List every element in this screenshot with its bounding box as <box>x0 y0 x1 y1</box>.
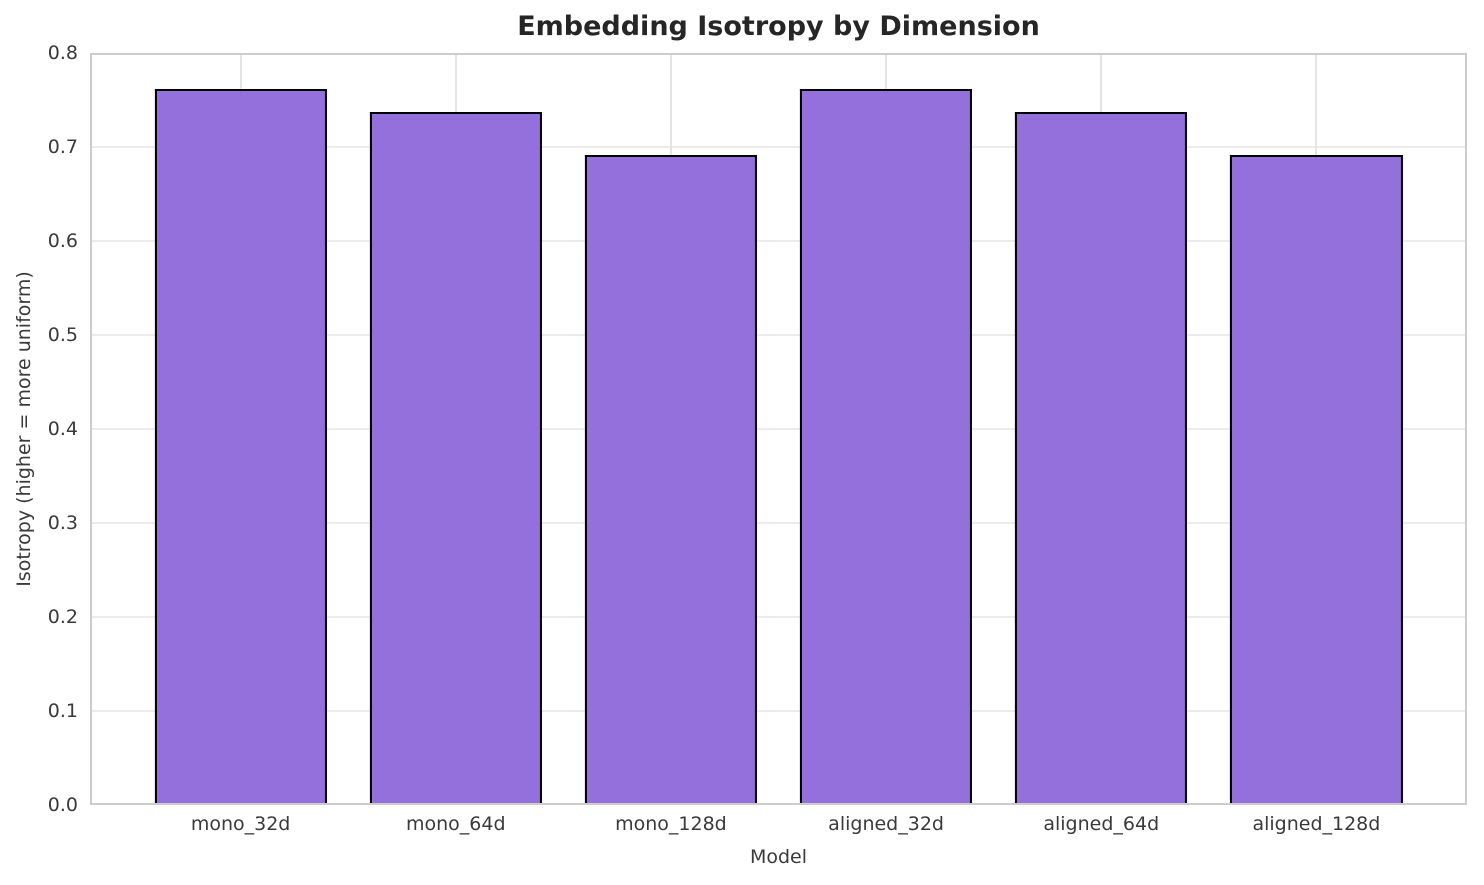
y-tick-label: 0.6 <box>47 230 78 252</box>
y-tick-label: 0.8 <box>47 42 78 64</box>
x-tick-label: aligned_32d <box>828 813 944 835</box>
chart-title: Embedding Isotropy by Dimension <box>517 11 1040 42</box>
plot-area <box>90 53 1467 805</box>
bar-aligned_128d <box>1230 155 1403 805</box>
x-tick-label: mono_64d <box>405 813 506 835</box>
y-tick-label: 0.2 <box>47 606 78 628</box>
x-tick-label: aligned_128d <box>1252 813 1381 835</box>
y-tick-label: 0.3 <box>47 512 78 534</box>
y-tick-label: 0.1 <box>47 700 78 722</box>
y-gridline <box>90 710 1467 712</box>
bar-aligned_64d <box>1015 112 1188 805</box>
bar-aligned_32d <box>800 88 973 805</box>
y-gridline <box>90 522 1467 524</box>
y-gridline <box>90 428 1467 430</box>
y-tick-label: 0.7 <box>47 136 78 158</box>
y-gridline <box>90 240 1467 242</box>
x-tick-label: aligned_64d <box>1043 813 1160 835</box>
y-tick-label: 0.4 <box>47 418 78 440</box>
x-tick-label: mono_32d <box>190 813 291 835</box>
bar-mono_128d <box>584 155 757 805</box>
y-gridline <box>90 146 1467 148</box>
y-tick-label: 0.0 <box>47 794 78 816</box>
y-tick-label: 0.5 <box>47 324 78 346</box>
y-gridline <box>90 334 1467 336</box>
x-axis-label: Model <box>749 846 808 868</box>
bar-mono_32d <box>154 88 327 805</box>
y-gridline <box>90 616 1467 618</box>
bar-mono_64d <box>369 112 542 805</box>
x-tick-label: mono_128d <box>615 813 727 835</box>
